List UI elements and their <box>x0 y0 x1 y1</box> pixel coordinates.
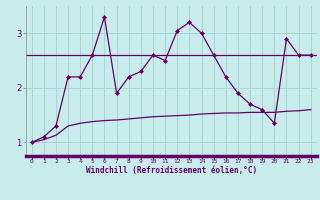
X-axis label: Windchill (Refroidissement éolien,°C): Windchill (Refroidissement éolien,°C) <box>86 166 257 175</box>
